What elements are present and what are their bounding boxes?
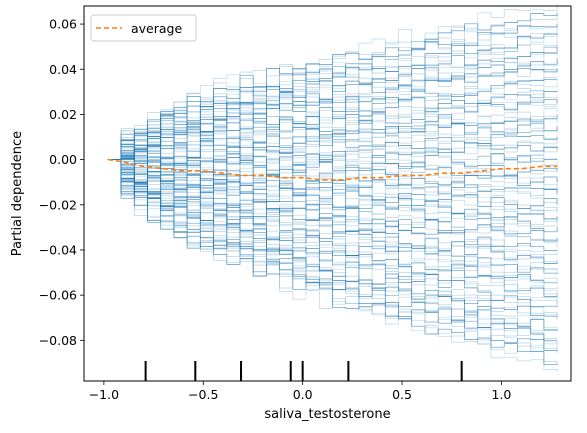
y-axis-label: Partial dependence — [10, 131, 25, 256]
ice-line — [107, 46, 558, 160]
ice-line — [107, 159, 558, 331]
average-line-layer — [107, 158, 558, 181]
y-axis: −0.08 −0.06 −0.04 −0.02 0.00 0.02 0.04 0.06 — [39, 17, 84, 348]
x-tick-label: 1.0 — [491, 387, 511, 402]
rug-marks — [144, 361, 463, 381]
ice-line — [107, 126, 558, 160]
ice-line — [107, 15, 558, 160]
y-tick-label: 0.04 — [49, 62, 77, 77]
legend: average — [90, 14, 197, 42]
ice-line — [107, 159, 558, 354]
ice-line — [107, 156, 558, 179]
ice-line — [107, 115, 558, 166]
y-tick-label: 0.06 — [49, 17, 77, 32]
x-tick-label: 0.0 — [293, 387, 313, 402]
ice-line — [107, 159, 558, 230]
ice-line — [107, 159, 558, 345]
ice-line — [107, 147, 558, 173]
average-line — [107, 158, 558, 181]
y-tick-label: −0.08 — [39, 333, 77, 348]
ice-line — [107, 136, 558, 168]
ice-line — [107, 37, 558, 160]
ice-line — [107, 26, 558, 160]
x-axis: −1.0 −0.5 0.0 0.5 1.0 — [89, 381, 511, 402]
ice-line — [107, 159, 558, 332]
x-axis-label: saliva_testosterone — [264, 407, 390, 422]
ice-line — [107, 159, 558, 275]
y-tick-label: −0.02 — [39, 197, 77, 212]
ice-line — [107, 33, 558, 160]
ice-line — [107, 159, 558, 255]
legend-label-average: average — [131, 21, 182, 36]
ice-line — [107, 159, 558, 264]
ice-line — [107, 122, 558, 160]
ice-line — [107, 104, 558, 160]
ice-line — [107, 82, 558, 160]
ice-line — [107, 93, 558, 162]
ice-line — [107, 144, 558, 166]
x-tick-label: −0.5 — [188, 387, 218, 402]
ice-line — [107, 159, 558, 366]
x-tick-label: −1.0 — [89, 387, 119, 402]
ice-line — [107, 159, 558, 284]
y-tick-label: −0.04 — [39, 242, 77, 257]
ice-line — [107, 159, 558, 309]
plot-area — [83, 5, 572, 382]
legend-box — [90, 14, 197, 42]
y-tick-label: 0.02 — [49, 107, 77, 122]
y-tick-label: 0.00 — [49, 152, 77, 167]
ice-line — [107, 159, 558, 222]
y-tick-label: −0.06 — [39, 288, 77, 303]
ice-line — [107, 156, 558, 177]
x-tick-label: 0.5 — [392, 387, 412, 402]
ice-line — [107, 151, 558, 171]
ice-line — [107, 98, 558, 160]
ice-line — [107, 159, 558, 271]
ice-line — [107, 159, 558, 320]
ice-lines — [107, 3, 558, 372]
